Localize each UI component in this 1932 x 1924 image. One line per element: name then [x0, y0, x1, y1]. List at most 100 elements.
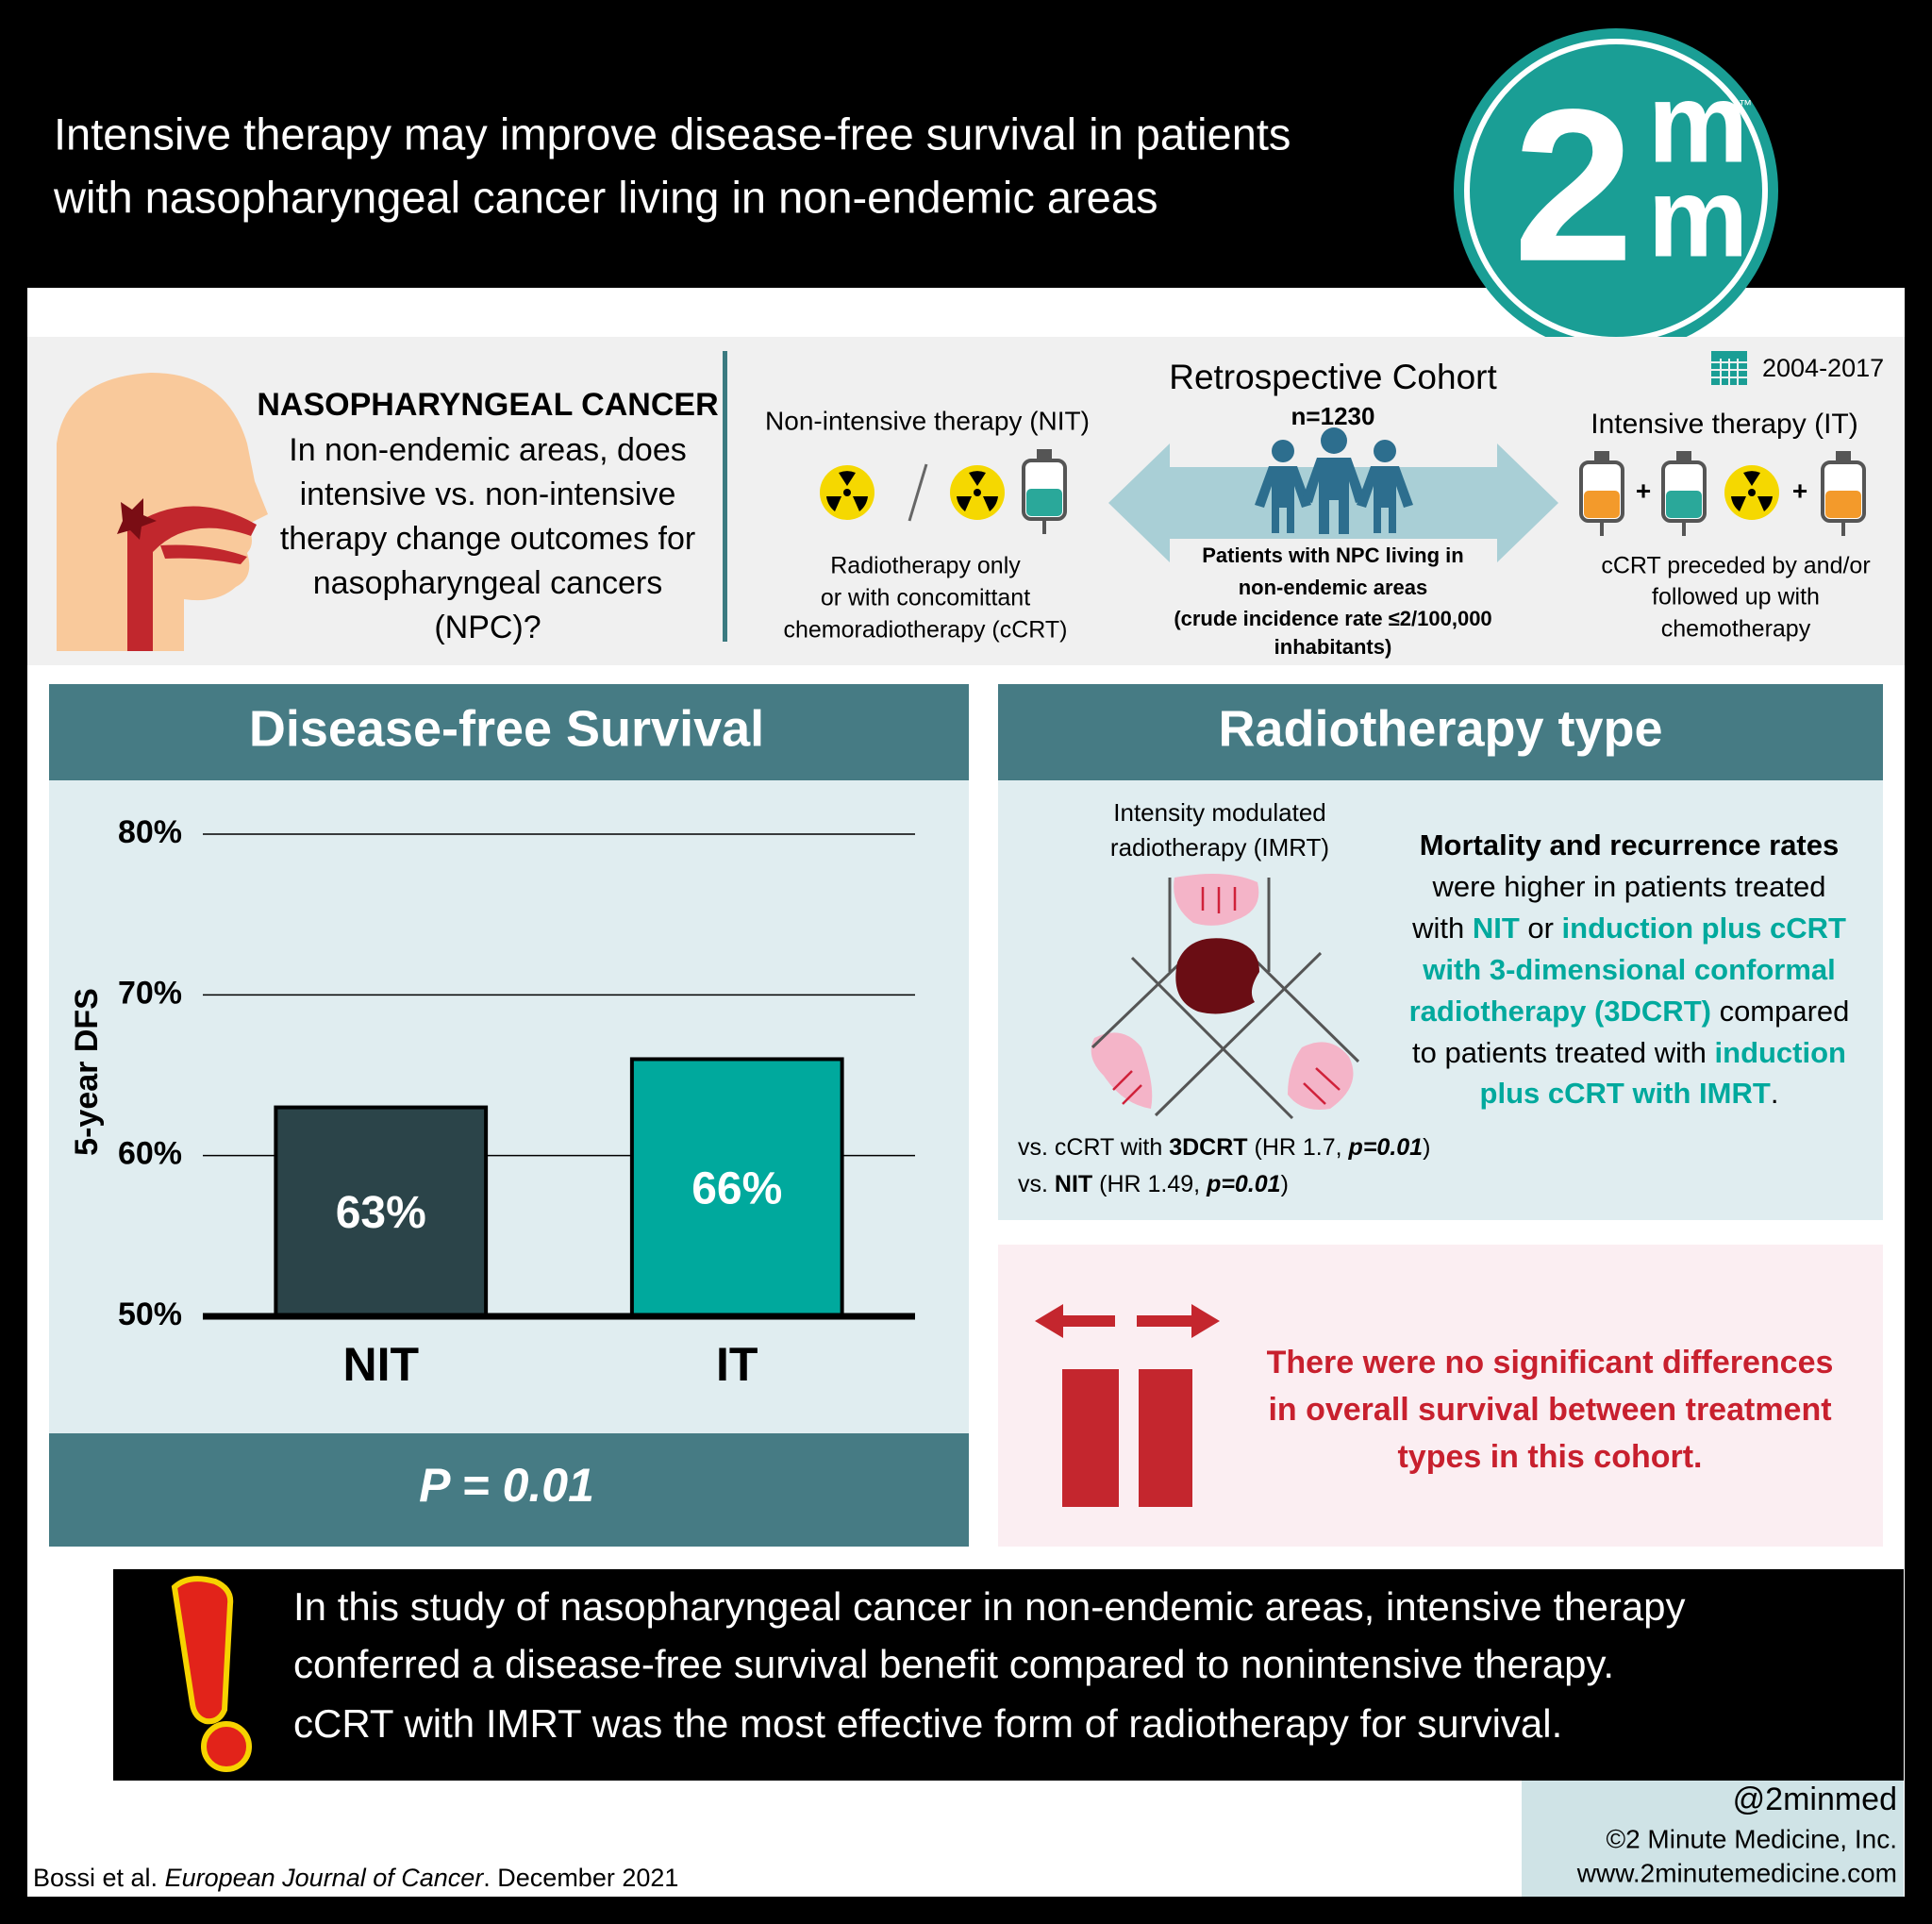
- comparison-text: p=0.01: [1348, 1134, 1424, 1161]
- it-line: chemotherapy: [1661, 616, 1811, 643]
- divider: [723, 351, 727, 642]
- cohort-line: Patients with NPC living in: [1202, 544, 1463, 567]
- comparison-line: vs. NIT (HR 1.49, p=0.01): [1018, 1171, 1289, 1197]
- credit-box: [1522, 1781, 1904, 1897]
- conclusion-line: cCRT with IMRT was the most effective fo…: [293, 1701, 1562, 1746]
- summary-line: to patients treated with induction: [1412, 1036, 1846, 1069]
- cohort-title: Retrospective Cohort: [1169, 358, 1497, 396]
- summary-line: Mortality and recurrence rates: [1420, 828, 1840, 862]
- it-title: Intensive therapy (IT): [1591, 409, 1857, 440]
- comparison-text: (HR 1.49,: [1092, 1171, 1207, 1197]
- summary-text: with: [1411, 912, 1473, 945]
- value-label: 66%: [691, 1163, 782, 1213]
- summary-highlight: induction plus cCRT: [1562, 912, 1846, 945]
- summary-highlight: plus cCRT with IMRT: [1480, 1077, 1771, 1110]
- handle: @2minmed: [1733, 1782, 1897, 1817]
- exclamation-icon: [171, 1576, 252, 1772]
- summary-text: to patients treated with: [1412, 1036, 1715, 1069]
- it-line: followed up with: [1652, 584, 1820, 611]
- citation-journal: European Journal of Cancer: [165, 1864, 485, 1892]
- bar: [274, 1105, 489, 1318]
- comparison-text: NIT: [1055, 1171, 1092, 1197]
- panel-body: [998, 780, 1883, 1220]
- question-line: (NPC)?: [434, 610, 541, 645]
- logo-numeral: 2: [1513, 64, 1634, 307]
- cohort-line: non-endemic areas: [1239, 576, 1428, 599]
- slash: [908, 463, 928, 522]
- iv-bag: [1579, 451, 1624, 536]
- plus: +: [1636, 476, 1651, 505]
- summary-line: were higher in patients treated: [1431, 870, 1825, 903]
- summary-line: radiotherapy (3DCRT) compared: [1409, 995, 1850, 1028]
- iv-bag: [1661, 451, 1707, 536]
- iv-bag: [1022, 449, 1067, 534]
- y-tick-label: 50%: [118, 1297, 182, 1332]
- summary-highlight: with 3-dimensional conformal: [1422, 953, 1836, 986]
- p-value: P = 0.01: [419, 1459, 594, 1512]
- y-tick-label: 70%: [118, 975, 182, 1011]
- x-tick-label: IT: [716, 1338, 758, 1391]
- comparison-text: (HR 1.7,: [1248, 1134, 1349, 1161]
- imrt-diagram: [1091, 874, 1360, 1120]
- os-icon: [1035, 1304, 1220, 1507]
- summary-text: were higher in patients treated: [1431, 870, 1825, 903]
- citation: Bossi et al. European Journal of Cancer.…: [33, 1864, 678, 1892]
- question-line: intensive vs. non-intensive: [300, 477, 676, 512]
- question-title: NASOPHARYNGEAL CANCER: [257, 387, 718, 423]
- value-label: 63%: [336, 1188, 426, 1238]
- summary-text: .: [1771, 1077, 1779, 1110]
- question-line: therapy change outcomes for: [280, 521, 695, 557]
- radiation-icon: [820, 465, 874, 520]
- panel-title: Radiotherapy type: [1218, 700, 1662, 757]
- y-tick-label: 80%: [118, 814, 182, 850]
- logo-circle: [1454, 28, 1778, 353]
- double-arrow: [1108, 443, 1558, 562]
- people-icon: [1255, 427, 1413, 534]
- diagram-label: radiotherapy (IMRT): [1110, 833, 1329, 862]
- cohort-n: n=1230: [1291, 402, 1375, 430]
- citation-text: . December 2021: [483, 1864, 678, 1892]
- comparison-text: vs.: [1018, 1171, 1055, 1197]
- comparison-text: ): [1281, 1171, 1289, 1197]
- panel-footer: [49, 1433, 969, 1547]
- website: www.2minutemedicine.com: [1576, 1858, 1897, 1887]
- summary-highlight: induction: [1715, 1036, 1846, 1069]
- panel-header: [998, 684, 1883, 780]
- summary-line: with NIT or induction plus cCRT: [1411, 912, 1846, 945]
- logo-letter: m: [1648, 60, 1749, 187]
- iv-bag: [1821, 451, 1866, 536]
- comparison-text: 3DCRT: [1169, 1134, 1247, 1161]
- summary-line: with 3-dimensional conformal: [1422, 953, 1836, 986]
- x-tick-label: NIT: [342, 1338, 419, 1391]
- calendar-icon: [1711, 351, 1747, 385]
- years: 2004-2017: [1762, 354, 1884, 382]
- panel-header: [49, 684, 969, 780]
- nit-title: Non-intensive therapy (NIT): [765, 406, 1090, 435]
- conclusion-line: conferred a disease-free survival benefi…: [293, 1642, 1614, 1686]
- conclusion-band: [113, 1569, 1904, 1781]
- it-line: cCRT preceded by and/or: [1601, 553, 1870, 579]
- summary-highlight: NIT: [1473, 912, 1520, 945]
- os-line: There were no significant differences: [1267, 1345, 1834, 1380]
- chart-title: Disease-free Survival: [249, 700, 764, 757]
- question-line: nasopharyngeal cancers: [313, 565, 662, 601]
- bar-chart: 50% 60% 70% 80% 63% NIT 66% IT: [118, 814, 915, 1391]
- title-line: with nasopharyngeal cancer living in non…: [53, 172, 1158, 222]
- comparison-text: p=0.01: [1206, 1171, 1281, 1197]
- comparison-text: vs. cCRT with: [1018, 1134, 1169, 1161]
- logo-tm: ™: [1739, 97, 1752, 112]
- os-line: types in this cohort.: [1397, 1439, 1702, 1475]
- y-axis-title: 5-year DFS: [69, 988, 105, 1156]
- os-line: in overall survival between treatment: [1268, 1392, 1831, 1428]
- logo-letter: m: [1648, 155, 1749, 281]
- citation-text: Bossi et al.: [33, 1864, 165, 1892]
- plus: +: [1792, 476, 1807, 505]
- y-tick-label: 60%: [118, 1136, 182, 1172]
- comparison-text: ): [1423, 1134, 1430, 1161]
- face-illustration: [57, 373, 268, 651]
- comparison-line: vs. cCRT with 3DCRT (HR 1.7, p=0.01): [1018, 1134, 1430, 1161]
- summary-text: compared: [1711, 995, 1849, 1028]
- copyright: ©2 Minute Medicine, Inc.: [1606, 1824, 1897, 1853]
- cohort-line: inhabitants): [1274, 635, 1392, 659]
